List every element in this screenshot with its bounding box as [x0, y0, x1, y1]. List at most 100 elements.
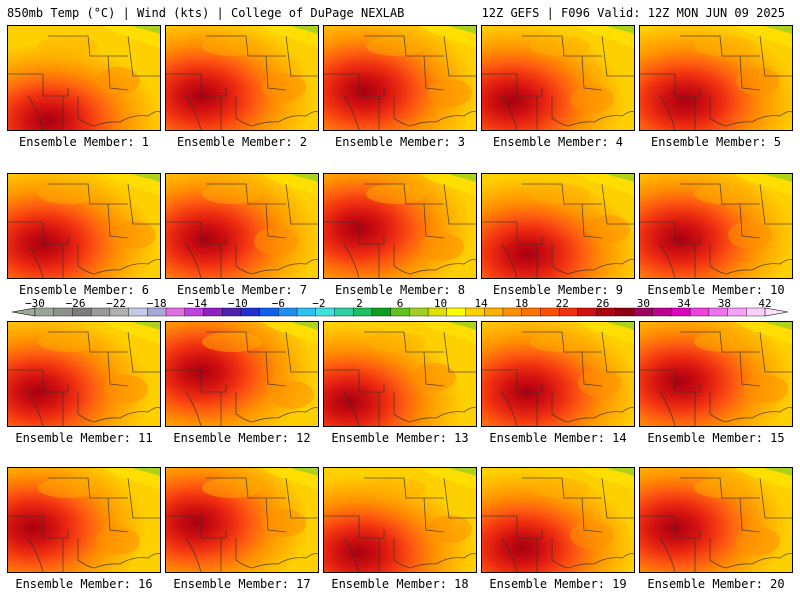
- colorbar-tick-label: −26: [65, 297, 86, 310]
- model-run-valid-time: 12Z GEFS | F096 Valid: 12Z MON JUN 09 20…: [481, 6, 785, 20]
- colorbar-segment: [371, 307, 392, 317]
- colorbar-tick-label: −22: [106, 297, 127, 310]
- temperature-map: [324, 26, 476, 130]
- ensemble-member-label: Ensemble Member: 8: [334, 283, 466, 297]
- map-title: 850mb Temp (°C) | Wind (kts) | College o…: [7, 6, 405, 20]
- colorbar-tick-label: 26: [596, 297, 610, 310]
- colorbar-segment: [165, 307, 186, 317]
- colorbar-tick-label: −10: [227, 297, 248, 310]
- ensemble-member-map: [323, 173, 477, 279]
- ensemble-member-label: Ensemble Member: 7: [176, 283, 308, 297]
- ensemble-member-map: [639, 321, 793, 427]
- state-borders: [482, 35, 634, 130]
- ensemble-member-map: [323, 321, 477, 427]
- colorbar-segment: [615, 307, 635, 317]
- temperature-colorbar: [11, 307, 789, 317]
- temperature-map: [640, 322, 792, 426]
- temperature-map: [640, 468, 792, 572]
- temperature-map: [482, 174, 634, 278]
- ensemble-member-label: Ensemble Member: 1: [18, 135, 150, 149]
- colorbar-tick-label: 6: [396, 297, 404, 310]
- colorbar-tick-label: −2: [312, 297, 326, 310]
- ensemble-member-label: Ensemble Member: 18: [331, 577, 469, 591]
- colorbar-segment: [652, 307, 672, 317]
- colorbar-tick-label: 14: [474, 297, 488, 310]
- ensemble-member-map: [7, 321, 161, 427]
- state-borders: [324, 183, 476, 278]
- ensemble-member-label: Ensemble Member: 15: [647, 431, 785, 445]
- colorbar-segment: [334, 307, 354, 317]
- ensemble-member-map: [165, 173, 319, 279]
- state-borders: [8, 331, 160, 426]
- state-borders: [640, 183, 792, 278]
- temperature-map: [640, 174, 792, 278]
- temperature-map: [482, 322, 634, 426]
- temperature-map: [324, 174, 476, 278]
- colorbar-tick-label: 2: [356, 297, 363, 310]
- colorbar-tick-label: −6: [271, 297, 285, 310]
- state-borders: [166, 35, 318, 130]
- ensemble-member-label: Ensemble Member: 16: [15, 577, 153, 591]
- ensemble-member-label: Ensemble Member: 4: [492, 135, 624, 149]
- ensemble-member-label: Ensemble Member: 20: [647, 577, 785, 591]
- ensemble-member-map: [7, 25, 161, 131]
- state-borders: [640, 477, 792, 572]
- state-borders: [8, 183, 160, 278]
- colorbar-tick-label: 22: [555, 297, 569, 310]
- ensemble-member-map: [639, 173, 793, 279]
- temperature-map: [324, 468, 476, 572]
- temperature-map: [8, 26, 160, 130]
- temperature-map: [482, 468, 634, 572]
- temperature-map: [8, 322, 160, 426]
- ensemble-member-label: Ensemble Member: 12: [173, 431, 311, 445]
- ensemble-member-map: [481, 467, 635, 573]
- state-borders: [166, 477, 318, 572]
- ensemble-member-map: [481, 321, 635, 427]
- colorbar-tick-label: −30: [25, 297, 45, 310]
- colorbar-segment: [128, 307, 148, 317]
- state-borders: [166, 331, 318, 426]
- colorbar-tick-label: −14: [187, 297, 208, 310]
- ensemble-member-map: [639, 25, 793, 131]
- state-borders: [8, 477, 160, 572]
- temperature-map: [166, 26, 318, 130]
- state-borders: [640, 331, 792, 426]
- colorbar-tick-label: 38: [717, 297, 732, 310]
- ensemble-member-label: Ensemble Member: 19: [489, 577, 627, 591]
- ensemble-member-label: Ensemble Member: 17: [173, 577, 311, 591]
- state-borders: [640, 35, 792, 130]
- ensemble-member-label: Ensemble Member: 9: [492, 283, 624, 297]
- ensemble-member-map: [481, 25, 635, 131]
- ensemble-member-label: Ensemble Member: 3: [334, 135, 466, 149]
- ensemble-member-map: [323, 25, 477, 131]
- ensemble-member-label: Ensemble Member: 5: [650, 135, 782, 149]
- temperature-map: [8, 468, 160, 572]
- state-borders: [324, 477, 476, 572]
- state-borders: [166, 183, 318, 278]
- ensemble-member-map: [481, 173, 635, 279]
- colorbar-tick-label: 42: [758, 297, 772, 310]
- colorbar-segment: [689, 307, 710, 317]
- state-borders: [482, 183, 634, 278]
- ensemble-member-map: [7, 467, 161, 573]
- ensemble-member-map: [323, 467, 477, 573]
- temperature-map: [8, 174, 160, 278]
- colorbar-tick-label: 18: [515, 297, 529, 310]
- colorbar-segment: [446, 307, 467, 317]
- colorbar-tick-label: 10: [433, 297, 448, 310]
- colorbar-segment: [577, 307, 598, 317]
- ensemble-member-label: Ensemble Member: 6: [18, 283, 150, 297]
- ensemble-member-label: Ensemble Member: 11: [15, 431, 153, 445]
- state-borders: [324, 35, 476, 130]
- colorbar-tick-label: 30: [636, 297, 650, 310]
- ensemble-member-map: [165, 321, 319, 427]
- ensemble-member-map: [7, 173, 161, 279]
- ensemble-member-map: [639, 467, 793, 573]
- state-borders: [324, 331, 476, 426]
- temperature-map: [166, 174, 318, 278]
- ensemble-member-map: [165, 467, 319, 573]
- temperature-map: [640, 26, 792, 130]
- ensemble-member-label: Ensemble Member: 10: [647, 283, 785, 297]
- ensemble-member-map: [165, 25, 319, 131]
- colorbar-tick-label: 34: [677, 297, 691, 310]
